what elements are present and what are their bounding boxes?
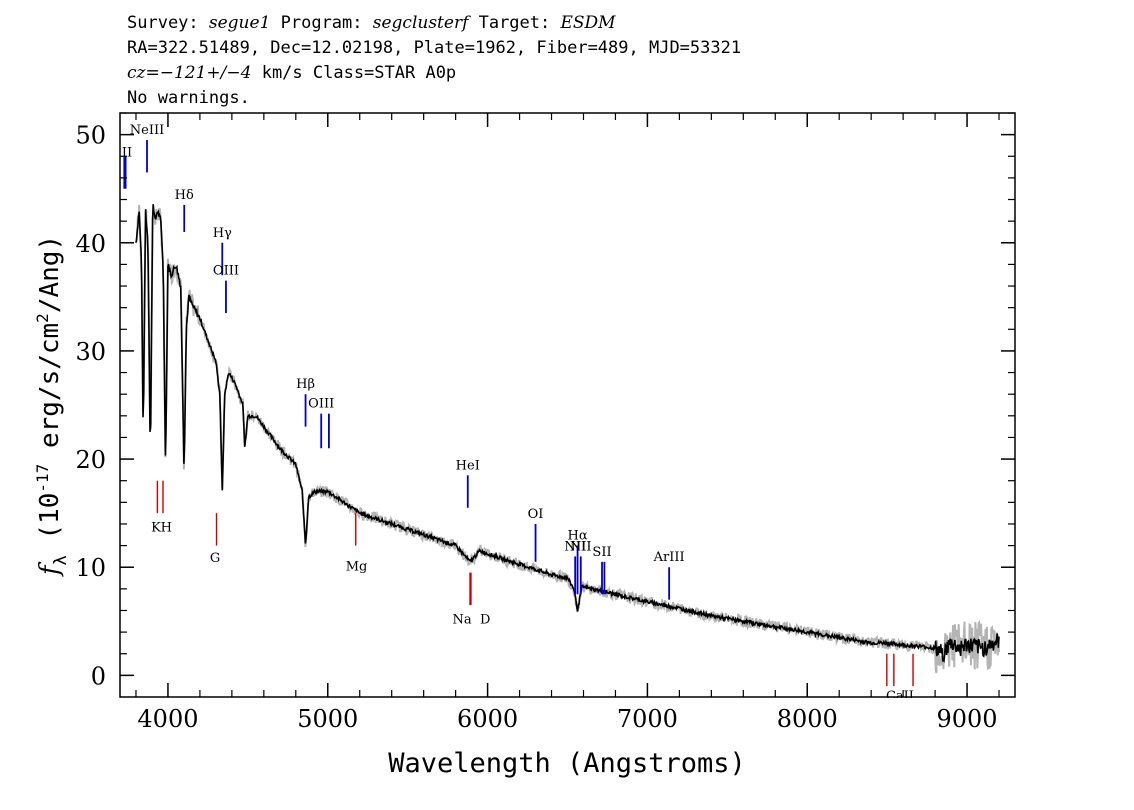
program-label: Program: xyxy=(270,13,373,33)
emission-line-label: ArIII xyxy=(653,550,685,565)
noise-trace xyxy=(135,204,1000,674)
axis-ticks: 4000 5000 6000 7000 8000 9000 0 10 20 30 40 50 xyxy=(75,112,1015,733)
program-value: segclusterf xyxy=(372,13,469,33)
emission-line-label: Hβ xyxy=(296,377,315,392)
x-tick-label: 9000 xyxy=(937,705,998,733)
absorption-line-label: D xyxy=(480,612,490,627)
survey-label: Survey: xyxy=(127,13,209,33)
emission-line-label: Hδ xyxy=(175,188,194,203)
target-value: ESDM xyxy=(560,13,616,33)
y-axis-label-text: fλ (10-17 erg/s/cm2/Ang) xyxy=(33,235,71,577)
header-line-3: cz=−121+/−4 km/s Class=STAR A0p xyxy=(127,62,456,84)
emission-line-label: Hα xyxy=(568,529,588,544)
header-line-2: RA=322.51489, Dec=12.02198, Plate=1962, … xyxy=(127,38,742,58)
x-tick-label: 7000 xyxy=(617,705,678,733)
flux-trace xyxy=(135,204,1000,664)
header-line-4: No warnings. xyxy=(127,88,250,108)
y-tick-label: 0 xyxy=(91,662,106,690)
emission-line-label: NeIII xyxy=(130,123,164,138)
y-tick-label: 10 xyxy=(75,554,106,582)
plot-border xyxy=(119,112,1016,698)
emission-line-label: NII xyxy=(570,539,592,554)
emission-line-label: Hγ xyxy=(213,226,232,241)
emission-line-label: HeI xyxy=(456,458,480,473)
x-tick-label: 4000 xyxy=(137,705,198,733)
absorption-line-label: G xyxy=(210,551,220,566)
cz-value: −121+/−4 xyxy=(159,63,252,83)
target-label: Target: xyxy=(468,13,561,33)
emission-line-label: OIII xyxy=(308,397,334,412)
emission-line-label: II xyxy=(122,145,132,160)
absorption-line-label: Mg xyxy=(346,559,368,574)
emission-line-label: OI xyxy=(528,507,544,522)
emission-line-label: SII xyxy=(592,545,611,560)
absorption-line-label: K xyxy=(151,521,161,536)
class-text: km/s Class=STAR A0p xyxy=(251,63,457,83)
absorption-line-label: Na xyxy=(452,612,471,627)
x-tick-label: 5000 xyxy=(297,705,358,733)
cz-label: cz= xyxy=(127,63,160,83)
flux-series xyxy=(135,204,1000,664)
y-tick-label: 40 xyxy=(75,230,106,258)
axis-mask xyxy=(110,698,1025,712)
y-tick-label: 30 xyxy=(75,338,106,366)
plot-frame xyxy=(110,112,1025,712)
survey-value: segue1 xyxy=(208,13,271,33)
y-tick-label: 20 xyxy=(75,446,106,474)
x-tick-label: 6000 xyxy=(457,705,518,733)
header-line-1: Survey: segue1 Program: segclusterf Targ… xyxy=(127,12,616,34)
emission-line-label: OIII xyxy=(213,264,239,279)
x-axis-label: Wavelength (Angstroms) xyxy=(388,748,746,779)
absorption-line-label: H xyxy=(161,521,172,536)
y-axis-label: fλ (10-17 erg/s/cm2/Ang) xyxy=(33,235,71,577)
noise-band xyxy=(135,204,1000,674)
x-tick-label: 8000 xyxy=(777,705,838,733)
y-tick-label: 50 xyxy=(75,122,106,150)
emission-line-label: NII xyxy=(564,539,586,554)
